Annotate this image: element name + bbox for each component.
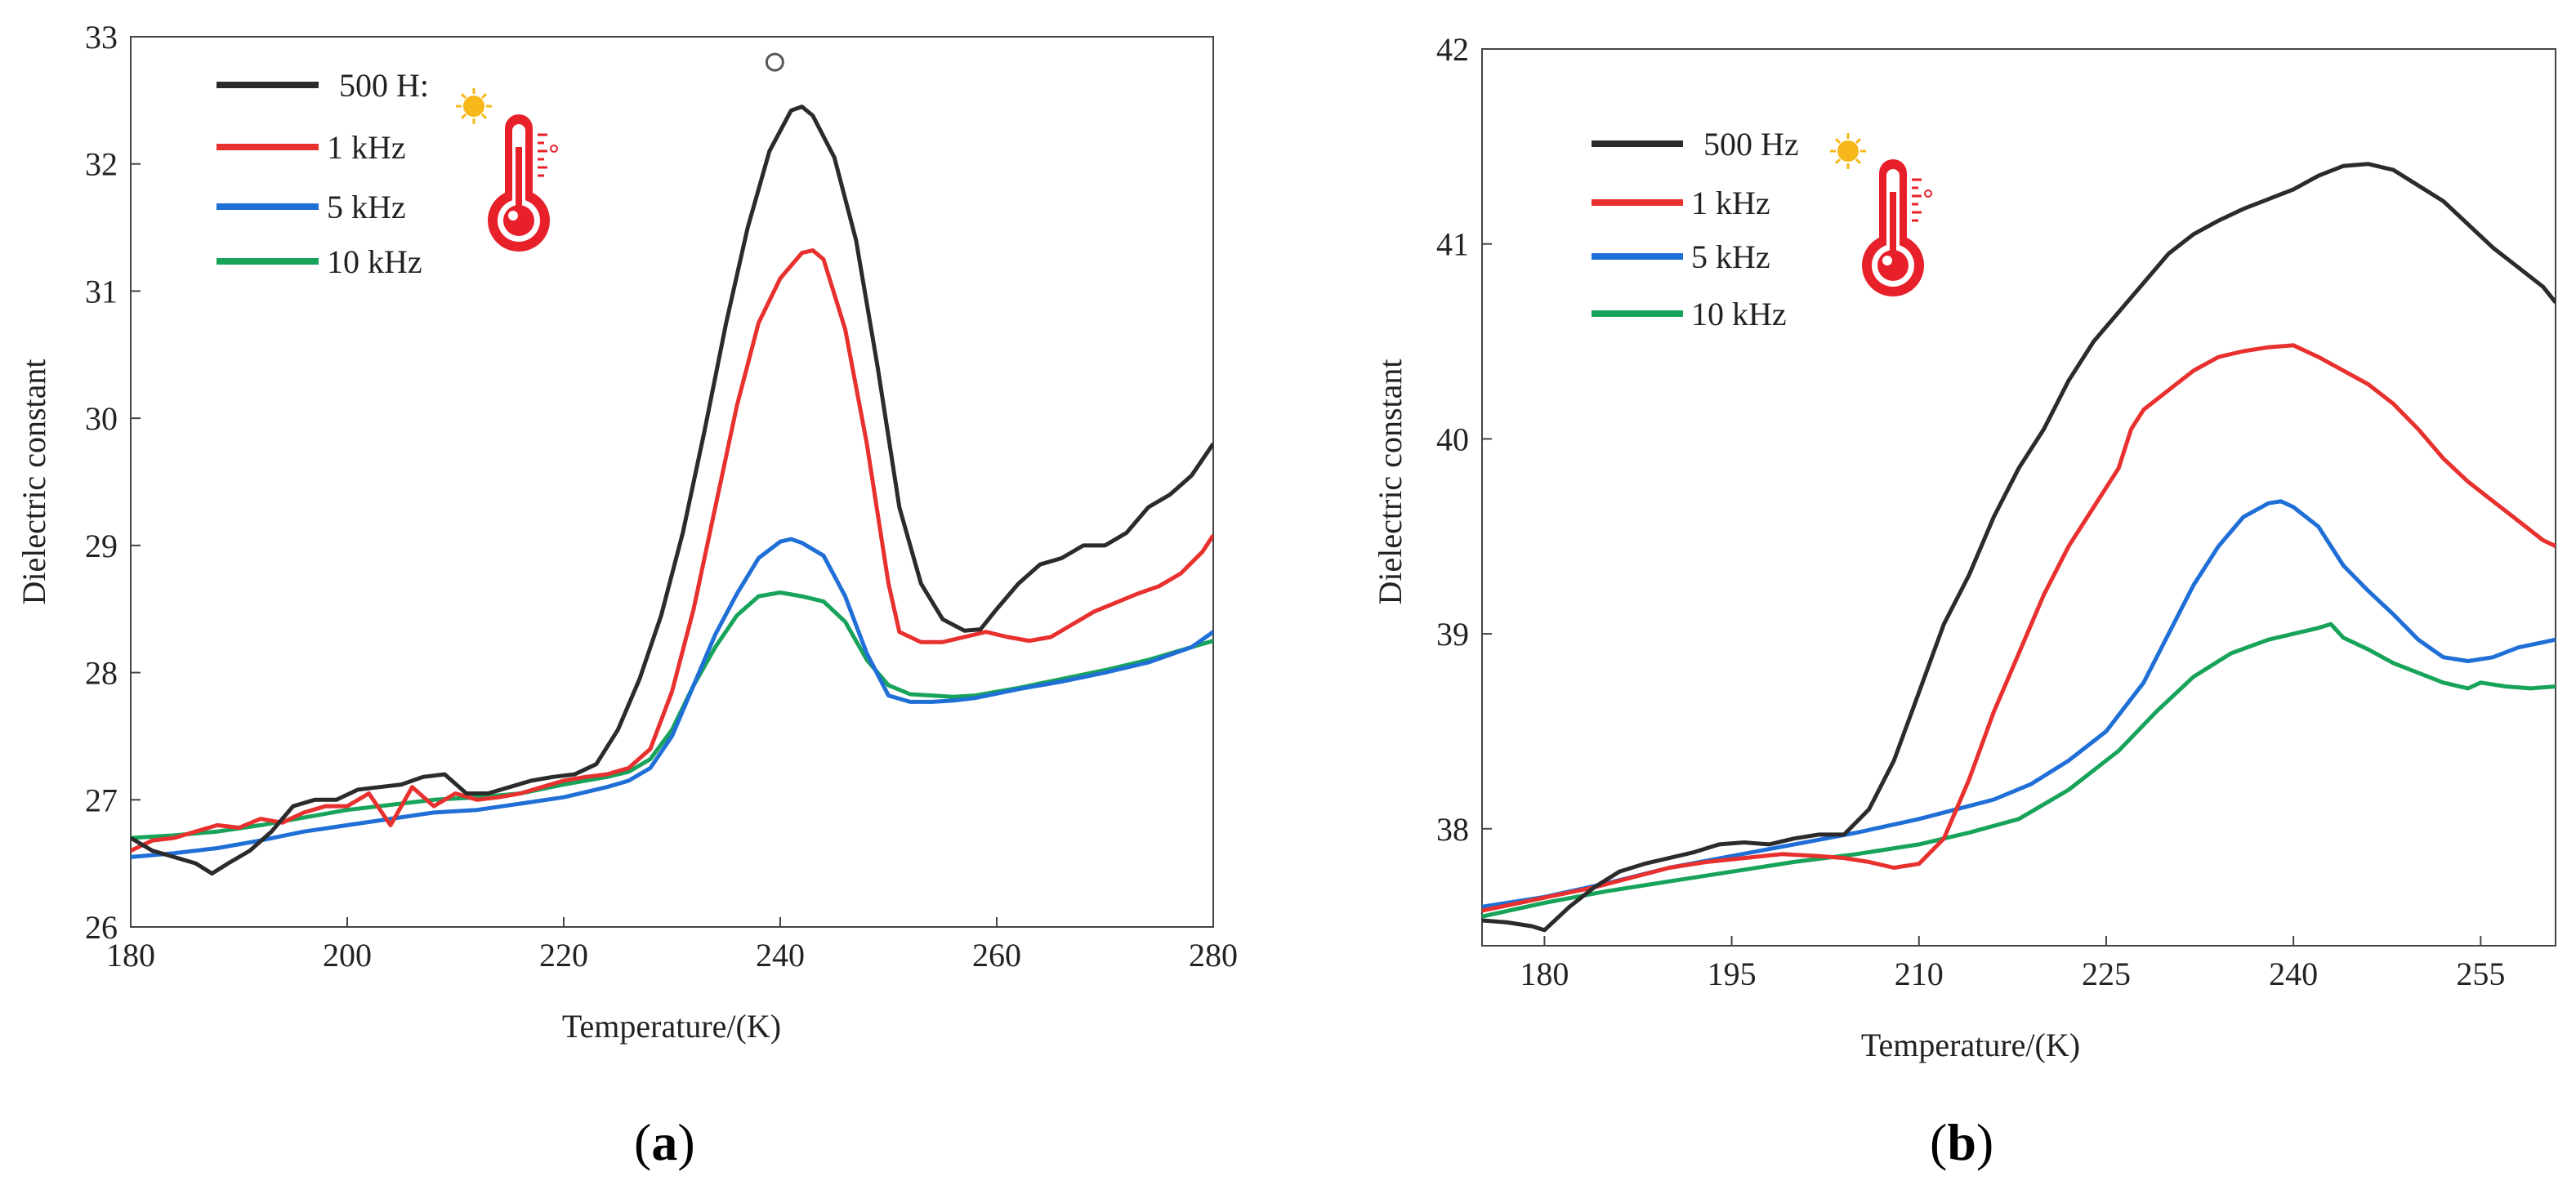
x-axis-label: Temperature/(K)	[1861, 1027, 2080, 1063]
legend: 500 Hz 1 kHz 5 kHz 10 kHz	[1592, 126, 1933, 332]
y-tick-label: 33	[85, 19, 118, 56]
series-line-1-khz	[1482, 343, 2556, 913]
open-circle-marker	[765, 52, 784, 72]
x-tick-label: 195	[1708, 956, 1757, 992]
chart-panel-b: 500 Hz 1 kHz 5 kHz 10 kHz Temperature/(K…	[1372, 31, 2556, 1171]
panel-caption-b: (b)	[1930, 1113, 1993, 1171]
legend-label-1khz: 1 kHz	[327, 129, 406, 166]
series-line-1-khz	[131, 248, 1213, 853]
x-tick-label: 240	[2269, 956, 2318, 992]
series-line-500-h	[131, 105, 1213, 876]
x-tick-label: 180	[106, 937, 155, 974]
y-tick-label: 38	[1436, 811, 1469, 848]
series-line-500-hz	[1482, 162, 2556, 933]
legend-label-5khz: 5 kHz	[327, 189, 406, 225]
x-tick-label: 260	[972, 937, 1021, 974]
x-axis-label: Temperature/(K)	[562, 1008, 781, 1045]
series-line-5-khz	[131, 537, 1213, 859]
plot-frame	[130, 36, 1214, 928]
y-axis-label: Dielectric constant	[1372, 359, 1409, 605]
legend-label-500hz: 500 Hz	[1703, 126, 1799, 163]
y-axis-label: Dielectric constant	[16, 359, 52, 605]
chart-panel-a: 500 H: 1 kHz 5 kHz 10 kHz Temperature/(K…	[16, 19, 1238, 1171]
panel-caption-a: (a)	[634, 1113, 695, 1171]
y-tick-label: 26	[85, 909, 118, 946]
series-line-10-khz	[1482, 622, 2556, 919]
x-tick-label: 240	[756, 937, 805, 974]
x-tick-label: 180	[1520, 956, 1569, 992]
y-tick-label: 32	[85, 146, 118, 183]
plot-frame	[1481, 48, 2556, 947]
legend-label-10khz: 10 kHz	[1691, 296, 1787, 332]
y-tick-label: 42	[1436, 31, 1469, 68]
y-tick-label: 29	[85, 528, 118, 564]
legend-label-500hz: 500 H:	[339, 67, 429, 104]
x-tick-label: 210	[1895, 956, 1944, 992]
legend-label-5khz: 5 kHz	[1691, 238, 1770, 275]
y-tick-label: 31	[85, 273, 118, 310]
legend-label-10khz: 10 kHz	[327, 243, 422, 280]
y-tick-label: 30	[85, 400, 118, 437]
legend-label-1khz: 1 kHz	[1691, 185, 1770, 221]
y-tick-label: 28	[85, 655, 118, 692]
x-tick-label: 225	[2082, 956, 2131, 992]
series-line-5-khz	[1482, 499, 2556, 909]
y-tick-label: 39	[1436, 616, 1469, 653]
y-tick-label: 40	[1436, 421, 1469, 457]
panel-caption-b-letter: b	[1947, 1113, 1976, 1171]
panel-caption-a-letter: a	[651, 1113, 677, 1171]
x-tick-label: 220	[539, 937, 588, 974]
x-tick-label: 200	[323, 937, 372, 974]
legend: 500 H: 1 kHz 5 kHz 10 kHz	[217, 67, 559, 280]
y-tick-label: 27	[85, 782, 118, 818]
y-tick-label: 41	[1436, 226, 1469, 263]
x-tick-label: 255	[2456, 956, 2505, 992]
x-tick-label: 280	[1189, 937, 1238, 974]
